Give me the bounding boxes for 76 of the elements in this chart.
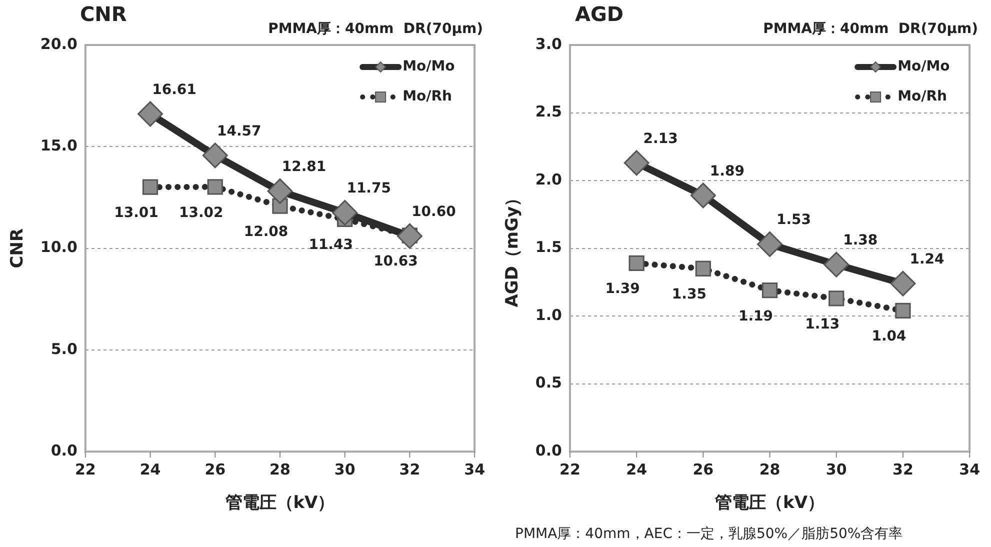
data-label: 1.38 [843,232,878,249]
chart-subtitle: PMMA厚：40mm DR(70μm) [268,20,483,38]
data-label: 1.04 [872,328,906,345]
point [762,282,778,298]
point [695,260,711,276]
data-label: 16.61 [152,82,196,98]
data-label: 1.89 [710,163,744,180]
x-tick-label: 26 [204,460,226,478]
point [138,101,164,127]
x-tick-label: 22 [560,460,580,478]
x-tick-label: 34 [464,460,485,478]
y-tick-label: 1.0 [535,306,562,324]
x-tick-label: 24 [626,460,648,478]
point [757,231,783,257]
x-tick-label: 26 [692,460,714,478]
point [142,179,158,195]
y-axis-title: CNR [8,228,28,268]
data-label: 13.02 [178,204,224,221]
y-tick-label: 10.0 [40,238,78,256]
data-label: 1.35 [672,286,706,303]
chart-title: CNR [80,2,127,26]
x-axis-title: 管電圧（kV） [714,493,824,514]
x-tick-label: 34 [959,460,980,478]
data-label: 1.13 [805,316,840,332]
x-tick-label: 32 [399,460,420,478]
y-tick-label: 15.0 [40,136,78,155]
x-tick-label: 28 [759,460,780,478]
y-tick-label: 0.0 [535,441,562,460]
data-label: 14.57 [216,123,262,140]
x-tick-label: 28 [270,460,290,478]
data-label: 12.81 [282,159,326,176]
y-tick-label: 2.5 [535,102,562,121]
chart-title: AGD [575,2,624,26]
data-label: 1.53 [776,212,812,228]
point [890,270,916,296]
x-axis-title: 管電圧（kV） [224,493,335,514]
point [824,252,850,278]
point [267,178,293,204]
chart-subtitle: PMMA厚：40mm DR(70μm) [763,20,978,38]
data-label: 13.01 [114,205,158,222]
point [895,302,911,318]
y-tick-label: 0.0 [50,441,78,460]
legend-label: Mo/Rh [898,88,947,105]
text: PMMA厚：40mm，AEC：一定，乳腺50%／脂肪50%含有率 [515,525,903,543]
point [624,150,650,176]
data-label: 2.13 [643,130,678,147]
y-tick-label: 20.0 [40,34,78,53]
point [332,200,358,226]
data-label: 10.60 [412,204,456,220]
x-tick-label: 22 [74,460,96,478]
y-tick-label: 0.5 [535,374,562,392]
legend-label: Mo/Mo [898,58,950,75]
point [690,182,716,208]
legend-label: Mo/Rh [402,88,452,105]
data-label: 11.75 [346,180,391,197]
data-label: 1.19 [738,308,774,324]
point [202,142,228,168]
data-label: 12.08 [244,224,288,240]
x-tick-label: 30 [826,460,847,478]
point [207,179,223,195]
data-label: 1.24 [910,252,944,268]
y-tick-label: 5.0 [50,340,78,358]
x-tick-label: 32 [892,460,914,478]
point [396,223,422,249]
x-tick-label: 30 [334,460,356,478]
point [828,290,844,306]
point [628,255,644,272]
y-tick-label: 3.0 [535,34,562,53]
legend-label: Mo/Mo [402,58,456,75]
y-tick-label: 1.5 [535,238,562,256]
y-axis-title: AGD（mGy） [502,189,523,308]
data-label: 10.63 [374,253,418,270]
x-tick-label: 24 [140,460,161,478]
data-label: 11.43 [308,237,353,254]
data-label: 1.39 [605,281,640,298]
y-tick-label: 2.0 [535,170,562,188]
